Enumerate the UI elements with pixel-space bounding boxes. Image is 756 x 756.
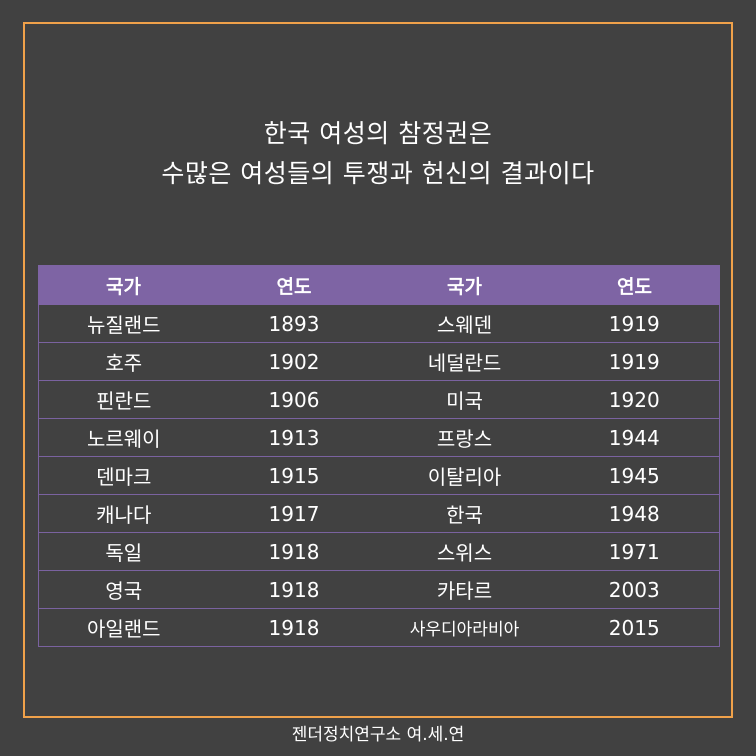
suffrage-table: 국가 연도 국가 연도 뉴질랜드 1893 스웨덴 1919 호주 1902 네… [38, 265, 720, 647]
year-cell: 1945 [549, 456, 720, 495]
title-line-2: 수많은 여성들의 투쟁과 헌신의 결과이다 [161, 159, 595, 188]
year-cell: 1944 [549, 418, 720, 457]
country-cell: 스위스 [379, 532, 550, 571]
country-cell: 핀란드 [38, 380, 209, 419]
country-cell: 캐나다 [38, 494, 209, 533]
country-cell: 사우디아라비아 [379, 608, 550, 647]
year-cell: 1906 [208, 380, 380, 419]
table-row: 덴마크 1915 이탈리아 1945 [38, 456, 720, 495]
year-cell: 1917 [208, 494, 380, 533]
country-cell: 이탈리아 [379, 456, 550, 495]
country-cell: 네덜란드 [379, 342, 550, 381]
year-cell: 1971 [549, 532, 720, 571]
year-cell: 1918 [208, 570, 380, 609]
year-cell: 1948 [549, 494, 720, 533]
country-cell: 뉴질랜드 [38, 304, 209, 343]
table-row: 캐나다 1917 한국 1948 [38, 494, 720, 533]
year-cell: 1920 [549, 380, 720, 419]
header-country-1: 국가 [38, 265, 209, 305]
table-row: 영국 1918 카타르 2003 [38, 570, 720, 609]
country-cell: 독일 [38, 532, 209, 571]
country-cell: 한국 [379, 494, 550, 533]
header-country-2: 국가 [379, 265, 550, 305]
table-row: 핀란드 1906 미국 1920 [38, 380, 720, 419]
table-row: 독일 1918 스위스 1971 [38, 532, 720, 571]
title-line-1: 한국 여성의 참정권은 [263, 119, 493, 148]
country-cell: 스웨덴 [379, 304, 550, 343]
country-cell: 카타르 [379, 570, 550, 609]
year-cell: 2015 [549, 608, 720, 647]
year-cell: 1918 [208, 608, 380, 647]
country-cell: 덴마크 [38, 456, 209, 495]
country-cell: 프랑스 [379, 418, 550, 457]
country-cell: 호주 [38, 342, 209, 381]
header-year-1: 연도 [208, 265, 380, 305]
table-row: 뉴질랜드 1893 스웨덴 1919 [38, 304, 720, 343]
year-cell: 1918 [208, 532, 380, 571]
year-cell: 1919 [549, 304, 720, 343]
table-row: 아일랜드 1918 사우디아라비아 2015 [38, 608, 720, 647]
year-cell: 1919 [549, 342, 720, 381]
footer-credit: 젠더정치연구소 여.세.연 [291, 725, 465, 745]
page-title: 한국 여성의 참정권은 수많은 여성들의 투쟁과 헌신의 결과이다 [0, 114, 756, 194]
year-cell: 1902 [208, 342, 380, 381]
country-cell: 미국 [379, 380, 550, 419]
header-year-2: 연도 [549, 265, 720, 305]
year-cell: 1915 [208, 456, 380, 495]
table-header-row: 국가 연도 국가 연도 [38, 265, 720, 305]
country-cell: 아일랜드 [38, 608, 209, 647]
year-cell: 1913 [208, 418, 380, 457]
year-cell: 2003 [549, 570, 720, 609]
table-row: 호주 1902 네덜란드 1919 [38, 342, 720, 381]
orange-frame [23, 22, 733, 718]
country-cell: 노르웨이 [38, 418, 209, 457]
table-row: 노르웨이 1913 프랑스 1944 [38, 418, 720, 457]
country-cell: 영국 [38, 570, 209, 609]
year-cell: 1893 [208, 304, 380, 343]
